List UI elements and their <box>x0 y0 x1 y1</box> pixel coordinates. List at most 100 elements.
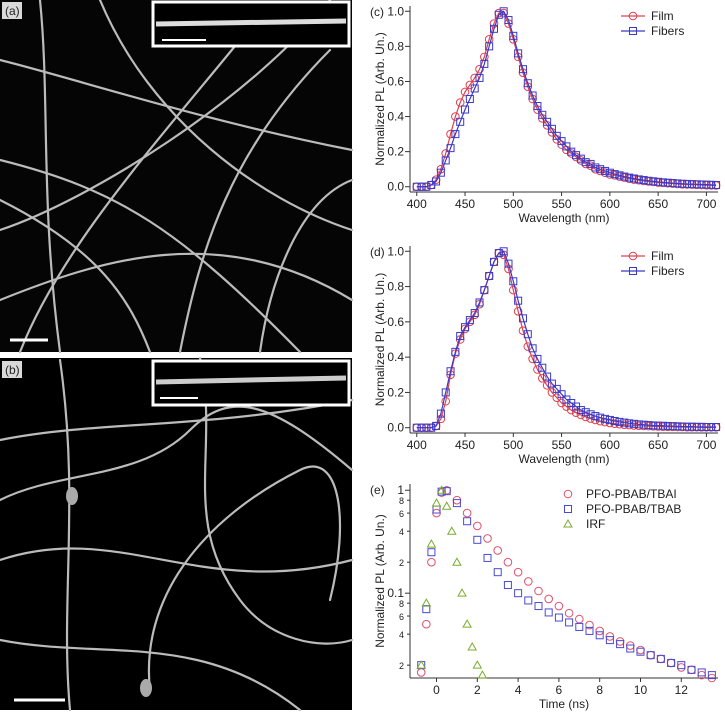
marker <box>422 423 431 432</box>
marker <box>591 412 600 421</box>
fiber <box>0 58 354 152</box>
marker <box>462 619 472 628</box>
x-tick-label: 400 <box>407 197 427 211</box>
x-tick-label: 600 <box>600 197 620 211</box>
y-tick-label: 0.8 <box>387 39 404 53</box>
marker <box>451 347 460 356</box>
marker <box>483 553 492 562</box>
series-line <box>416 252 717 429</box>
y-tick-label: 0.4 <box>387 110 404 124</box>
marker <box>552 384 561 393</box>
marker <box>605 415 614 424</box>
marker <box>697 180 706 189</box>
y-tick-label: 0.6 <box>387 74 404 88</box>
legend-label: Film <box>651 249 674 263</box>
marker <box>538 110 547 119</box>
marker <box>702 423 711 432</box>
marker <box>554 613 563 622</box>
y-tick-label: 0.2 <box>387 145 404 159</box>
marker <box>427 548 436 557</box>
marker <box>417 182 426 191</box>
marker <box>687 665 696 675</box>
marker <box>649 421 658 430</box>
fiber <box>147 465 342 692</box>
legend-marker <box>628 11 638 21</box>
marker <box>634 175 643 184</box>
marker <box>475 298 484 307</box>
marker <box>431 498 442 507</box>
marker <box>677 661 686 670</box>
y-axis-label: Normalized PL (Arb. Un.) <box>373 32 387 166</box>
marker <box>644 421 653 430</box>
marker <box>534 586 543 596</box>
marker <box>509 285 518 295</box>
marker <box>504 259 513 268</box>
y-tick-label: 0.8 <box>387 280 404 294</box>
marker <box>452 557 462 566</box>
marker <box>678 422 687 431</box>
marker <box>692 422 701 431</box>
fiber <box>178 48 332 354</box>
marker <box>666 658 676 668</box>
marker <box>625 641 635 650</box>
y-tick-label: 8 <box>399 599 404 609</box>
marker <box>616 640 625 649</box>
marker <box>605 636 614 645</box>
marker <box>470 73 479 83</box>
y-tick-label: 1 <box>397 483 404 497</box>
legend-label: PFO-PBAB/TBAB <box>586 502 681 516</box>
x-axis-label: Time (ns) <box>539 697 589 711</box>
marker <box>480 59 489 68</box>
marker <box>441 156 450 165</box>
fiber <box>0 405 354 502</box>
y-tick-label: 2 <box>399 661 404 671</box>
legend-label: PFO-PBAB/TBAI <box>586 487 677 501</box>
marker <box>585 620 594 630</box>
marker <box>687 665 696 674</box>
legend-marker <box>629 267 637 275</box>
marker <box>574 614 584 624</box>
marker <box>467 642 478 651</box>
bead <box>140 679 152 697</box>
micrograph-b: (b) <box>0 356 354 712</box>
marker <box>649 177 658 186</box>
fiber <box>38 0 62 354</box>
marker <box>654 177 663 186</box>
marker <box>591 163 600 172</box>
y-tick-label: 0.4 <box>387 350 404 364</box>
marker <box>697 668 706 677</box>
marker <box>477 670 488 679</box>
marker <box>601 414 610 423</box>
marker <box>518 65 527 74</box>
x-tick-label: 700 <box>696 438 716 452</box>
marker <box>473 535 482 544</box>
marker <box>456 117 465 126</box>
marker <box>533 365 542 374</box>
y-tick-label: 0.6 <box>387 315 404 329</box>
label-box <box>2 2 22 19</box>
x-tick-label: 8 <box>596 683 603 697</box>
marker <box>473 521 482 531</box>
fiber <box>58 358 72 712</box>
y-tick-label: 0.0 <box>387 180 404 194</box>
marker <box>436 409 445 418</box>
marker <box>571 408 581 418</box>
marker <box>707 671 716 680</box>
marker <box>692 180 701 189</box>
marker <box>668 422 677 431</box>
marker <box>528 91 537 100</box>
marker <box>547 124 556 133</box>
marker <box>678 179 687 188</box>
marker <box>422 182 431 191</box>
x-tick-label: 650 <box>648 438 668 452</box>
x-tick-label: 500 <box>503 438 523 452</box>
marker <box>465 316 474 325</box>
marker <box>455 98 465 107</box>
marker <box>475 64 484 74</box>
legend-label: Film <box>651 9 674 23</box>
marker <box>422 605 431 614</box>
inset-fiber <box>155 18 347 27</box>
marker <box>460 87 470 97</box>
marker <box>456 331 465 340</box>
micrograph-a: (a) <box>0 0 354 354</box>
